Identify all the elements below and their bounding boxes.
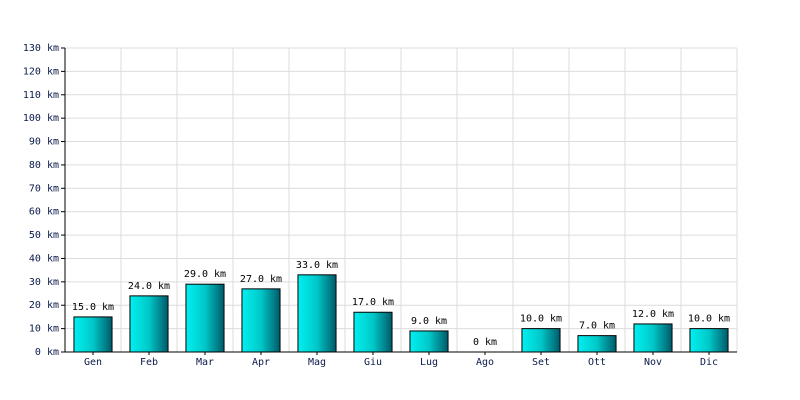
x-tick-label: Ott [588,357,606,368]
bar [577,335,617,353]
bar [297,274,337,353]
y-tick-label: 130 km [23,43,59,54]
bar [129,295,169,353]
y-tick-label: 0 km [35,347,59,358]
x-tick-label: Apr [252,357,270,368]
y-tick-label: 20 km [29,300,59,311]
value-label: 29.0 km [184,269,226,280]
x-tick-label: Ago [476,357,494,368]
y-tick-label: 40 km [29,253,59,264]
x-tick-label: Gen [84,357,102,368]
bar [521,328,561,353]
y-tick-label: 110 km [23,90,59,101]
x-tick-label: Mar [196,357,214,368]
value-label: 10.0 km [520,314,562,325]
y-tick-label: 60 km [29,207,59,218]
value-label: 9.0 km [411,316,447,327]
bar [353,311,393,353]
bar [409,330,449,353]
y-tick-label: 30 km [29,277,59,288]
bar [689,328,729,353]
x-tick-label: Giu [364,357,382,368]
y-tick-label: 80 km [29,160,59,171]
value-label: 7.0 km [579,321,615,332]
value-label: 17.0 km [352,297,394,308]
value-label: 33.0 km [296,260,338,271]
x-tick-label: Feb [140,357,158,368]
y-tick-label: 70 km [29,183,59,194]
y-tick-label: 100 km [23,113,59,124]
value-label: 12.0 km [632,309,674,320]
bar [241,288,281,353]
value-label: 15.0 km [72,302,114,313]
x-tick-label: Set [532,357,550,368]
value-label: 24.0 km [128,281,170,292]
y-tick-label: 90 km [29,137,59,148]
x-tick-label: Dic [700,357,718,368]
x-tick-label: Lug [420,357,438,368]
y-tick-label: 50 km [29,230,59,241]
bar [73,316,113,353]
y-tick-label: 10 km [29,324,59,335]
value-label: 0 km [473,337,497,348]
bar [633,323,673,353]
y-tick-label: 120 km [23,66,59,77]
value-label: 10.0 km [688,314,730,325]
x-tick-label: Nov [644,357,662,368]
bar [185,283,225,353]
x-tick-label: Mag [308,357,326,368]
value-label: 27.0 km [240,274,282,285]
